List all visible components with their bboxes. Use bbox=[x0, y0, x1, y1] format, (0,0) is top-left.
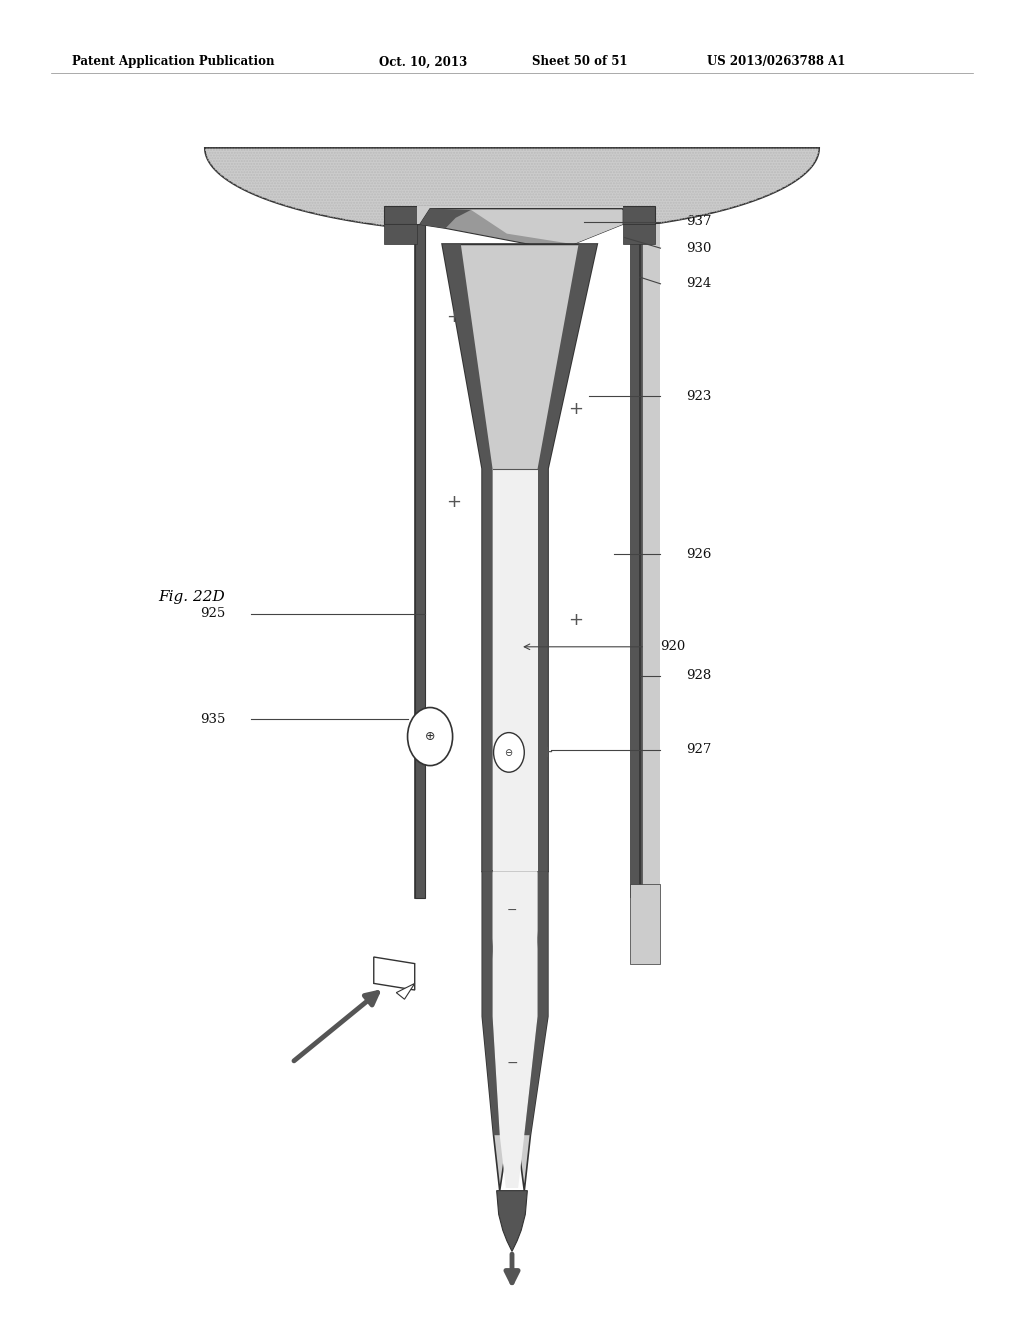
Bar bbox=[384, 206, 655, 224]
Polygon shape bbox=[482, 871, 500, 1135]
Polygon shape bbox=[205, 148, 819, 234]
Bar bbox=[630, 224, 642, 898]
Polygon shape bbox=[442, 244, 597, 871]
Polygon shape bbox=[482, 871, 548, 1191]
Polygon shape bbox=[471, 210, 623, 244]
Polygon shape bbox=[374, 957, 415, 990]
Text: −: − bbox=[506, 1056, 518, 1069]
Polygon shape bbox=[396, 983, 415, 999]
Text: 935: 935 bbox=[200, 713, 225, 726]
Text: Patent Application Publication: Patent Application Publication bbox=[72, 55, 274, 69]
Polygon shape bbox=[538, 244, 597, 871]
Text: +: + bbox=[568, 611, 583, 630]
Bar bbox=[630, 884, 660, 964]
Text: 928: 928 bbox=[686, 669, 712, 682]
Text: $\ominus$: $\ominus$ bbox=[504, 747, 514, 758]
Polygon shape bbox=[420, 209, 471, 228]
Bar bbox=[384, 224, 417, 244]
Text: $\oplus$: $\oplus$ bbox=[424, 730, 436, 743]
Text: Fig. 22D: Fig. 22D bbox=[159, 590, 225, 603]
Text: 925: 925 bbox=[200, 607, 225, 620]
Text: 924: 924 bbox=[686, 277, 712, 290]
Text: Sheet 50 of 51: Sheet 50 of 51 bbox=[532, 55, 628, 69]
Polygon shape bbox=[420, 209, 623, 251]
Polygon shape bbox=[493, 469, 538, 871]
Text: +: + bbox=[541, 744, 553, 760]
Bar bbox=[417, 206, 623, 224]
Text: +: + bbox=[446, 308, 461, 326]
Bar bbox=[415, 224, 425, 898]
Text: 930: 930 bbox=[686, 242, 712, 255]
Text: +: + bbox=[446, 492, 461, 511]
Text: 927: 927 bbox=[686, 743, 712, 756]
Text: 937: 937 bbox=[686, 215, 712, 228]
Polygon shape bbox=[524, 871, 548, 1135]
Text: Oct. 10, 2013: Oct. 10, 2013 bbox=[379, 55, 467, 69]
Circle shape bbox=[494, 733, 524, 772]
Polygon shape bbox=[497, 1191, 527, 1251]
Bar bbox=[623, 224, 655, 244]
Circle shape bbox=[408, 708, 453, 766]
Text: 920: 920 bbox=[660, 640, 686, 653]
Text: −: − bbox=[507, 904, 517, 917]
Bar bbox=[642, 224, 660, 898]
Text: 923: 923 bbox=[686, 389, 712, 403]
Polygon shape bbox=[493, 871, 538, 1188]
Polygon shape bbox=[442, 244, 493, 871]
Text: +: + bbox=[568, 400, 583, 418]
Text: 926: 926 bbox=[686, 548, 712, 561]
Bar bbox=[425, 224, 630, 898]
Text: US 2013/0263788 A1: US 2013/0263788 A1 bbox=[707, 55, 845, 69]
